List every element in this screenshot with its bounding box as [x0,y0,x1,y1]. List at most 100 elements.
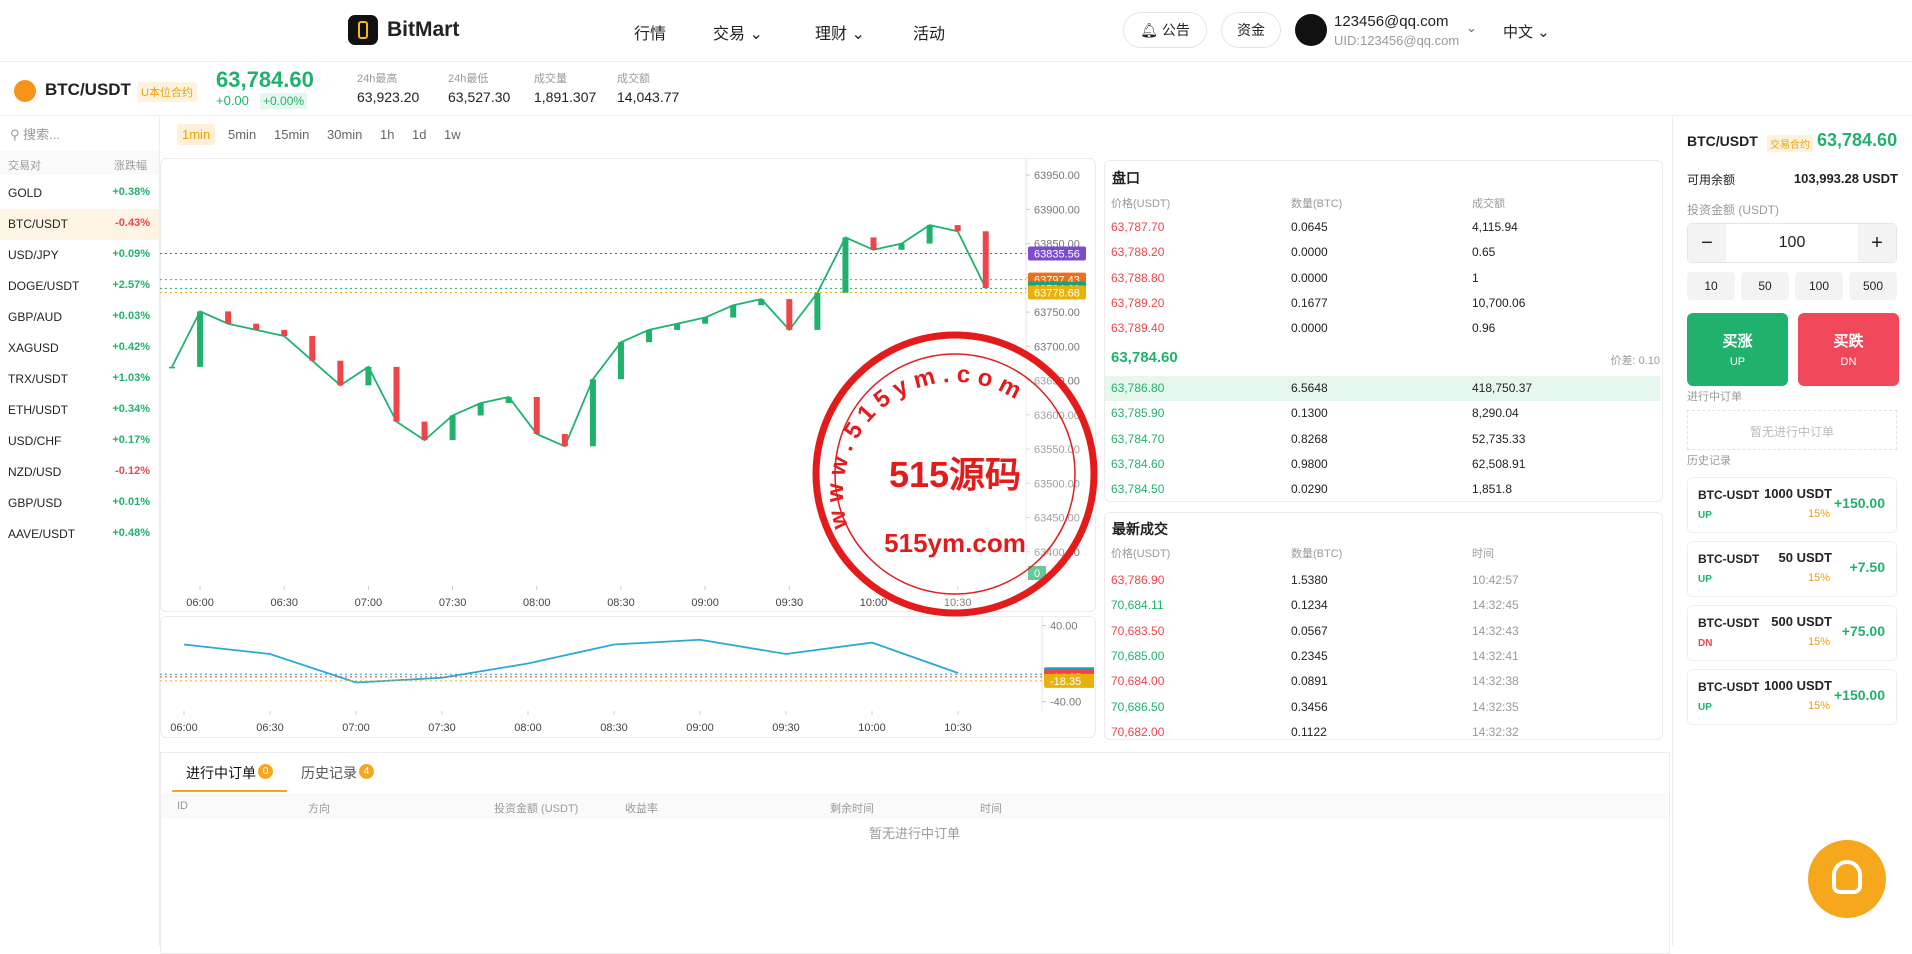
series-line [183,638,959,684]
candle [197,311,204,367]
market-pair[interactable]: XAGUSD [8,341,59,355]
ob-col: 数量(BTC) [1291,198,1343,210]
bid-cell: 63,784.60 [1111,456,1165,471]
nav-item[interactable]: 交易 ⌄ [713,26,763,43]
user-email[interactable]: 123456@qq.com [1334,13,1449,30]
candle [926,225,933,244]
tp-plus[interactable]: + [1858,224,1896,262]
avatar[interactable] [1295,14,1327,46]
ask-cell: 4,115.94 [1472,220,1518,234]
ask-cell: 10,700.06 [1472,295,1526,310]
timeframe[interactable]: 1w [444,127,461,142]
mid-price: 63,784.60 [1111,349,1178,366]
tp-amount-label: 投资金额 (USDT) [1687,203,1779,217]
candle [421,421,428,441]
user-caret[interactable]: ⌄ [1466,20,1477,35]
support-button[interactable] [1808,840,1886,918]
nav-item[interactable]: 活动 [913,26,946,43]
history-amount: 1000 USDT [1764,486,1832,501]
price-tag [1028,285,1086,300]
tp-sell[interactable] [1798,313,1899,386]
market-pair[interactable]: ETH/USDT [8,403,68,417]
market-pair[interactable]: AAVE/USDT [8,527,76,541]
history-dir: DN [1698,638,1713,649]
stat-label: 成交量 [534,73,567,85]
x-tick-label: 07:30 [439,597,467,609]
timeframe[interactable]: 30min [327,127,363,142]
volume-tag [1028,566,1046,580]
market-pair[interactable]: NZD/USD [8,465,62,479]
y-tick-label: -40.00 [1050,697,1081,709]
order-tab[interactable]: 历史记录 [301,765,357,781]
tp-minus[interactable]: − [1688,224,1726,262]
trade-cell: 0.1122 [1291,724,1327,739]
watermark-inner [834,353,1076,595]
timeframe[interactable]: 15min [274,127,310,142]
watermark-ring [812,331,1098,617]
candle [253,323,260,330]
stat-value: 1,891.307 [534,89,597,105]
x-tick-label: 06:30 [256,722,284,734]
history-card[interactable] [1687,541,1897,597]
ticker-pair: BTC/USDT [45,80,131,99]
stat-value: 63,923.20 [357,89,420,105]
notice-label: 公告 [1161,22,1190,38]
market-pair[interactable]: BTC/USDT [8,217,68,231]
history-pair: BTC-USDT [1698,488,1760,502]
candle [730,305,737,318]
history-card[interactable] [1687,477,1897,533]
price-tag-label: 63778.68 [1034,287,1080,299]
nav-item[interactable]: 理财 ⌄ [815,26,865,43]
market-change: +0.09% [112,248,150,260]
timeframe[interactable]: 1h [380,127,395,142]
tp-amount[interactable]: 100 [1778,234,1806,251]
market-pair[interactable]: DOGE/USDT [8,279,80,293]
history-card[interactable] [1687,605,1897,661]
market-pair[interactable]: GOLD [8,186,43,200]
market-pair[interactable]: USD/CHF [8,434,62,448]
timeframe[interactable]: 5min [228,127,257,142]
market-pair[interactable]: USD/JPY [8,248,59,262]
trade-cell: 70,684.11 [1111,598,1164,613]
price-tag [1028,246,1086,261]
market-row-active[interactable] [0,209,159,240]
trade-col: 时间 [1472,548,1494,560]
tp-buy[interactable] [1687,313,1788,386]
tp-price: 63,784.60 [1817,130,1898,150]
market-change: -0.43% [115,217,150,229]
tp-preset[interactable]: 500 [1849,272,1897,300]
tp-pending-label: 进行中订单 [1687,391,1742,403]
brand[interactable]: BitMart [387,18,460,41]
lang[interactable]: 中文 ⌄ [1503,24,1550,41]
trade-cell: 14:32:45 [1472,598,1519,613]
order-tab[interactable]: 进行中订单 [186,765,256,781]
market-pair[interactable]: GBP/USD [8,496,63,510]
bid-cell: 63,786.80 [1111,381,1165,395]
nav-item[interactable]: 行情 [634,26,667,43]
markets-head [0,151,159,175]
timeframe[interactable]: 1min [177,124,216,145]
ask-cell: 0.0000 [1291,321,1328,336]
tp-preset[interactable]: 50 [1741,272,1789,300]
funds-button[interactable]: 资金 [1221,12,1281,48]
price-tag-label: -18.35 [1050,676,1081,688]
market-pair[interactable]: GBP/AUD [8,310,63,324]
tp-preset[interactable]: 100 [1795,272,1843,300]
trade-cell: 14:32:32 [1472,724,1519,739]
candle [646,329,653,343]
logo[interactable] [348,15,378,45]
history-pair: BTC-USDT [1698,680,1760,694]
y-tick-label: 40.00 [1050,621,1078,633]
history-card[interactable] [1687,669,1897,725]
orders-empty: 暂无进行中订单 [869,826,961,841]
ask-cell: 0.0645 [1291,220,1328,234]
timeframe[interactable]: 1d [412,127,427,142]
notice-button[interactable]: 🔔︎ 公告 [1123,12,1207,48]
tp-preset[interactable]: 10 [1687,272,1735,300]
candle [674,323,681,330]
search[interactable]: ⚲ 搜索... [10,127,60,142]
x-tick-label: 10:00 [858,722,886,734]
market-pair[interactable]: TRX/USDT [8,372,68,386]
ask-cell: 0.96 [1472,321,1496,336]
candle [337,360,344,386]
